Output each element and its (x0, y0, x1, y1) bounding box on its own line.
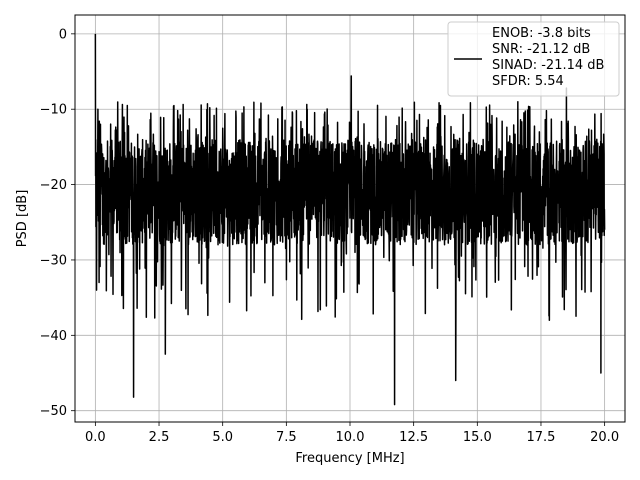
legend: ENOB: -3.8 bits SNR: -21.12 dB SINAD: -2… (447, 21, 620, 97)
x-tick-label: 10.0 (336, 430, 365, 445)
x-tick-label: 7.5 (276, 430, 297, 445)
x-tick-label: 17.5 (526, 430, 555, 445)
x-tick-label: 0.0 (85, 430, 106, 445)
legend-box (447, 21, 620, 97)
y-tick-label: −10 (40, 103, 67, 118)
plot-area (94, 33, 606, 406)
x-tick-label: 20.0 (590, 430, 619, 445)
y-axis-label: PSD [dB] (15, 190, 30, 248)
x-tick-label: 12.5 (399, 430, 428, 445)
y-axis-ticks: 0 −10 −20 −30 −40 −50 (40, 27, 75, 419)
y-tick-label: −40 (40, 329, 67, 344)
x-tick-label: 15.0 (463, 430, 492, 445)
y-tick-label: −20 (40, 178, 67, 193)
legend-line-sinad: SINAD: -21.14 dB (492, 58, 604, 73)
legend-line-enob: ENOB: -3.8 bits (492, 26, 591, 41)
y-tick-label: 0 (59, 27, 67, 42)
legend-line-snr: SNR: -21.12 dB (492, 42, 590, 57)
x-tick-label: 2.5 (149, 430, 170, 445)
y-tick-label: −50 (40, 404, 67, 419)
legend-line-sfdr: SFDR: 5.54 (492, 74, 564, 89)
psd-series-line (94, 33, 606, 406)
x-axis-ticks: 0.0 2.5 5.0 7.5 10.0 12.5 15.0 17.5 20.0 (85, 422, 619, 445)
x-axis-label: Frequency [MHz] (295, 451, 404, 466)
y-tick-label: −30 (40, 253, 67, 268)
x-tick-label: 5.0 (212, 430, 233, 445)
